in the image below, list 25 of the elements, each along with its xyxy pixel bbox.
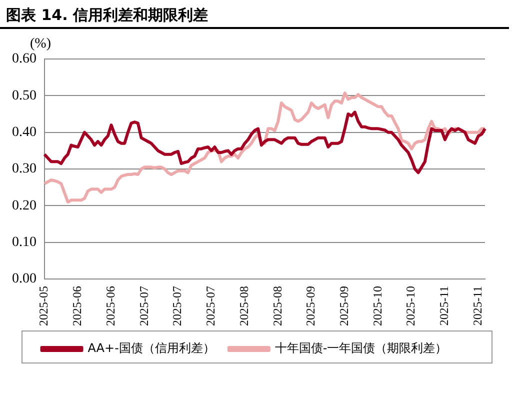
- chart-title: 图表 14. 信用利差和期限利差: [0, 0, 509, 29]
- y-tick-label: 0.20: [12, 198, 36, 214]
- x-tick-label: 2025-11: [470, 286, 484, 326]
- x-tick-label: 2025-06: [103, 286, 118, 326]
- x-tick-label: 2025-08: [236, 286, 251, 326]
- x-tick-label: 2025-10: [404, 286, 418, 326]
- y-axis-title: (%): [30, 36, 52, 52]
- y-tick-label: 0.30: [12, 162, 36, 177]
- legend-label: 十年国债-一年国债（期限利差）: [274, 341, 448, 356]
- x-tick-label: 2025-09: [304, 286, 318, 326]
- y-tick-label: 0.40: [12, 125, 36, 140]
- x-tick-label: 2025-07: [170, 286, 184, 326]
- x-tick-label: 2025-05: [36, 286, 51, 326]
- legend-label: AA+-国债（信用利差）: [88, 341, 215, 356]
- x-tick-label: 2025-07: [136, 286, 151, 326]
- y-tick-label: 0.50: [12, 88, 36, 104]
- x-tick-label: 2025-09: [336, 286, 351, 326]
- y-tick-label: 0.10: [12, 235, 36, 250]
- x-tick-label: 2025-06: [70, 286, 84, 326]
- x-tick-label: 2025-08: [270, 286, 284, 326]
- x-tick-label: 2025-07: [204, 286, 218, 326]
- x-tick-label: 2025-11: [437, 286, 452, 326]
- y-tick-label: 0.00: [12, 272, 36, 287]
- y-tick-label: 0.60: [12, 52, 36, 67]
- x-tick-label: 2025-10: [370, 286, 384, 326]
